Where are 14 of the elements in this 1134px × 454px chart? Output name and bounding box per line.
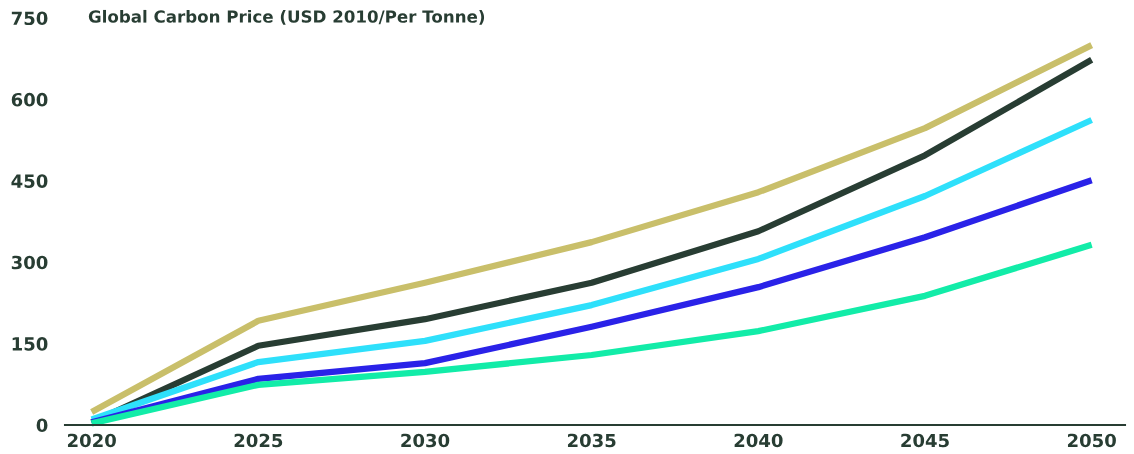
- x-tick-label: 2050: [1067, 433, 1116, 448]
- x-tick-label: 2045: [901, 433, 949, 448]
- y-tick-label: 0: [36, 418, 48, 433]
- y-tick-label: 600: [11, 92, 48, 107]
- y-tick-label: 300: [11, 255, 48, 270]
- x-tick-label: 2025: [234, 433, 283, 448]
- chart-title: Global Carbon Price (USD 2010/Per Tonne): [88, 9, 485, 25]
- x-tick-label: 2040: [734, 433, 783, 448]
- x-tick-label: 2020: [67, 433, 116, 448]
- y-tick-label: 750: [11, 11, 48, 26]
- x-tick-label: 2030: [401, 433, 450, 448]
- y-tick-label: 450: [11, 174, 48, 188]
- y-tick-label: 150: [12, 337, 48, 351]
- x-tick-label: 2035: [567, 433, 616, 448]
